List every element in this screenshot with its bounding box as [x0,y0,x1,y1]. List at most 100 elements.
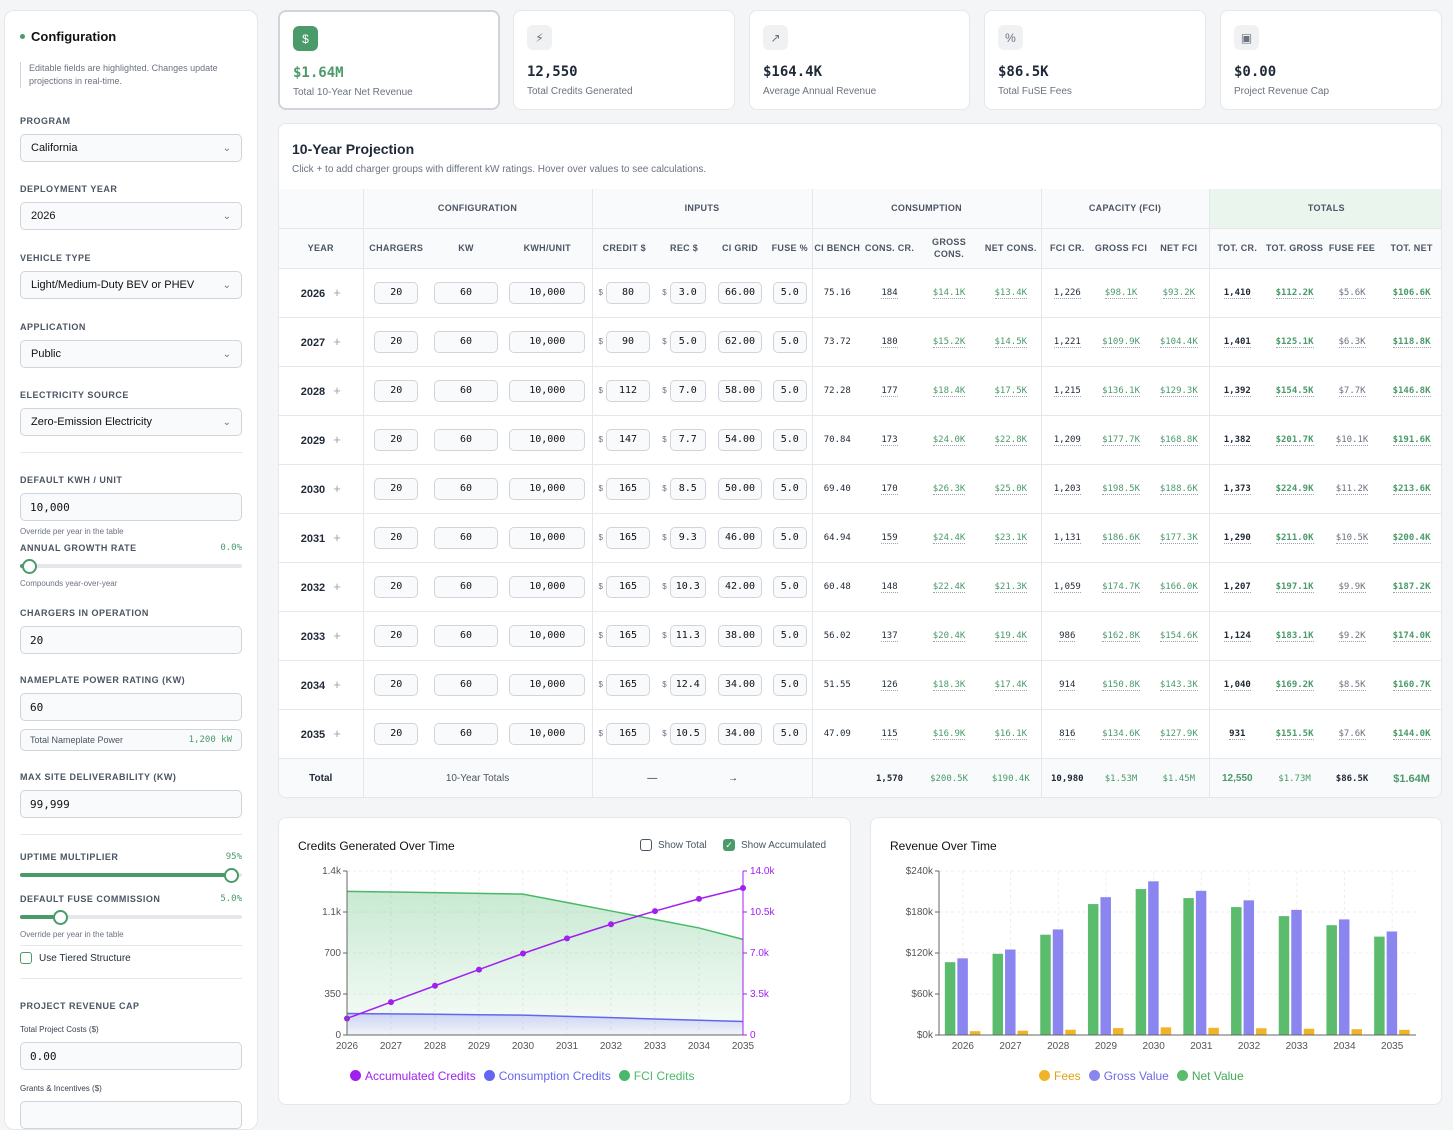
bar-net-value[interactable] [1326,925,1337,1035]
bar-fees[interactable] [1351,1029,1362,1035]
bar-net-value[interactable] [1278,916,1290,1035]
bar-fees[interactable] [1065,1029,1076,1035]
slider-thumb[interactable] [223,868,239,883]
value-cell[interactable]: $14.5K [994,337,1028,348]
project-costs-input[interactable]: 0.00 [20,1042,242,1070]
value-cell[interactable]: $22.4K [932,582,966,593]
growth-rate-slider[interactable] [20,559,242,574]
fuse-pct-input[interactable]: 5.0 [772,330,807,353]
value-cell[interactable]: $160.7K [1392,680,1431,691]
value-cell[interactable]: $26.3K [932,484,966,495]
bar-gross-value[interactable] [1005,949,1016,1035]
ci-grid-input[interactable]: 62.00 [718,330,763,353]
value-cell[interactable]: $22.8K [994,435,1028,446]
value-cell[interactable]: 1,131 [1053,533,1081,544]
bar-fees[interactable] [1160,1027,1172,1035]
rec-price-input[interactable]: 10.5 [669,722,706,745]
value-cell[interactable]: $188.6K [1159,484,1198,495]
value-cell[interactable]: $16.9K [932,729,966,740]
value-cell[interactable]: 173 [881,435,898,446]
accumulated-point[interactable] [696,895,702,902]
value-cell[interactable]: $198.5K [1102,484,1140,495]
editable-cell[interactable]: 10,000 [509,330,586,353]
editable-cell[interactable]: 60 [434,330,498,353]
value-cell[interactable]: $144.0K [1392,729,1431,740]
ci-grid-input[interactable]: 54.00 [718,428,763,451]
value-cell[interactable]: $13.4K [994,288,1028,299]
value-cell[interactable]: $118.8K [1392,337,1431,348]
value-cell[interactable]: 159 [881,533,898,544]
fuse-pct-input[interactable]: 5.0 [772,722,807,745]
fci-line[interactable] [346,890,744,941]
editable-cell[interactable]: 60 [434,526,498,549]
value-cell[interactable]: 1,203 [1053,484,1081,495]
editable-cell[interactable]: 10,000 [509,428,586,451]
value-cell[interactable]: $213.6K [1392,484,1431,495]
fuse-commission-slider[interactable] [20,910,242,925]
value-cell[interactable]: $5.6K [1338,288,1366,299]
bar-fees[interactable] [1208,1027,1219,1035]
rec-price-input[interactable]: 7.7 [669,428,706,451]
value-cell[interactable]: 816 [1059,729,1076,740]
rec-price-input[interactable]: 11.3 [669,624,706,647]
editable-cell[interactable]: 20 [374,673,419,696]
editable-cell[interactable]: 20 [374,428,419,451]
fuse-pct-input[interactable]: 5.0 [772,477,807,500]
value-cell[interactable]: $14.1K [932,288,966,299]
accumulated-point[interactable] [520,950,526,957]
rec-price-input[interactable]: 10.3 [669,575,706,598]
add-group-icon[interactable]: + [333,628,341,643]
editable-cell[interactable]: 60 [434,428,498,451]
credit-price-input[interactable]: 165 [606,526,650,549]
editable-cell[interactable]: 60 [434,477,498,500]
bar-gross-value[interactable] [1195,890,1207,1035]
fuse-pct-input[interactable]: 5.0 [772,379,807,402]
value-cell[interactable]: $201.7K [1275,435,1314,446]
value-cell[interactable]: $168.8K [1159,435,1198,446]
editable-cell[interactable]: 10,000 [509,673,586,696]
editable-cell[interactable]: 10,000 [509,281,586,304]
legend-item[interactable]: Gross Value [1088,1069,1169,1083]
value-cell[interactable]: $150.8K [1102,680,1140,691]
rec-price-input[interactable]: 8.5 [669,477,706,500]
value-cell[interactable]: $11.2K [1335,484,1369,495]
fuse-pct-input[interactable]: 5.0 [772,281,807,304]
value-cell[interactable]: 1,207 [1223,582,1251,593]
bar-net-value[interactable] [992,953,1004,1035]
bar-gross-value[interactable] [1148,881,1159,1035]
fuse-pct-input[interactable]: 5.0 [772,673,807,696]
vehicle-type-select[interactable]: Light/Medium-Duty BEV or PHEV ⌄ [20,271,242,299]
bar-fees[interactable] [1017,1030,1029,1035]
tiered-structure-checkbox[interactable]: Use Tiered Structure [20,952,242,964]
value-cell[interactable]: 914 [1059,680,1076,691]
value-cell[interactable]: $10.1K [1335,435,1369,446]
ci-grid-input[interactable]: 58.00 [718,379,763,402]
legend-item[interactable]: FCI Credits [618,1069,694,1083]
value-cell[interactable]: $136.1K [1102,386,1140,397]
value-cell[interactable]: $211.0K [1275,533,1314,544]
add-group-icon[interactable]: + [333,726,341,741]
value-cell[interactable]: $129.3K [1159,386,1198,397]
value-cell[interactable]: 931 [1229,729,1246,740]
value-cell[interactable]: $24.4K [932,533,966,544]
value-cell[interactable]: $17.5K [994,386,1028,397]
value-cell[interactable]: $18.4K [932,386,966,397]
accumulated-line[interactable] [346,887,744,1020]
add-group-icon[interactable]: + [333,334,341,349]
value-cell[interactable]: $134.6K [1102,729,1140,740]
value-cell[interactable]: $15.2K [932,337,966,348]
value-cell[interactable]: $19.4K [994,631,1028,642]
value-cell[interactable]: $200.4K [1392,533,1431,544]
value-cell[interactable]: $186.6K [1102,533,1140,544]
credit-price-input[interactable]: 112 [606,379,650,402]
slider-thumb[interactable] [52,910,68,925]
rec-price-input[interactable]: 9.3 [669,526,706,549]
bar-net-value[interactable] [1040,934,1051,1035]
editable-cell[interactable]: 20 [374,477,419,500]
value-cell[interactable]: $183.1K [1275,631,1314,642]
editable-cell[interactable]: 20 [374,526,419,549]
bar-gross-value[interactable] [1291,909,1302,1035]
rec-price-input[interactable]: 3.0 [669,281,706,304]
value-cell[interactable]: 1,401 [1223,337,1251,348]
value-cell[interactable]: $154.5K [1275,386,1314,397]
